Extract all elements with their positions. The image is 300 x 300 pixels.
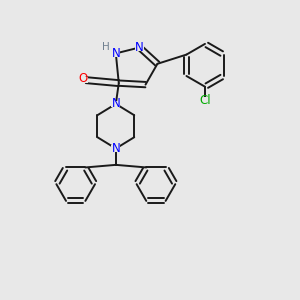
Text: N: N <box>111 98 120 110</box>
Text: Cl: Cl <box>199 94 211 107</box>
Text: O: O <box>78 72 87 85</box>
Bar <box>111 101 120 107</box>
Bar <box>79 77 88 83</box>
Text: H: H <box>102 42 110 52</box>
Text: N: N <box>111 142 120 155</box>
Bar <box>135 44 144 51</box>
Bar <box>199 98 211 104</box>
Bar <box>111 145 120 152</box>
Text: N: N <box>111 47 120 60</box>
Text: N: N <box>135 41 144 54</box>
Bar <box>111 50 120 57</box>
